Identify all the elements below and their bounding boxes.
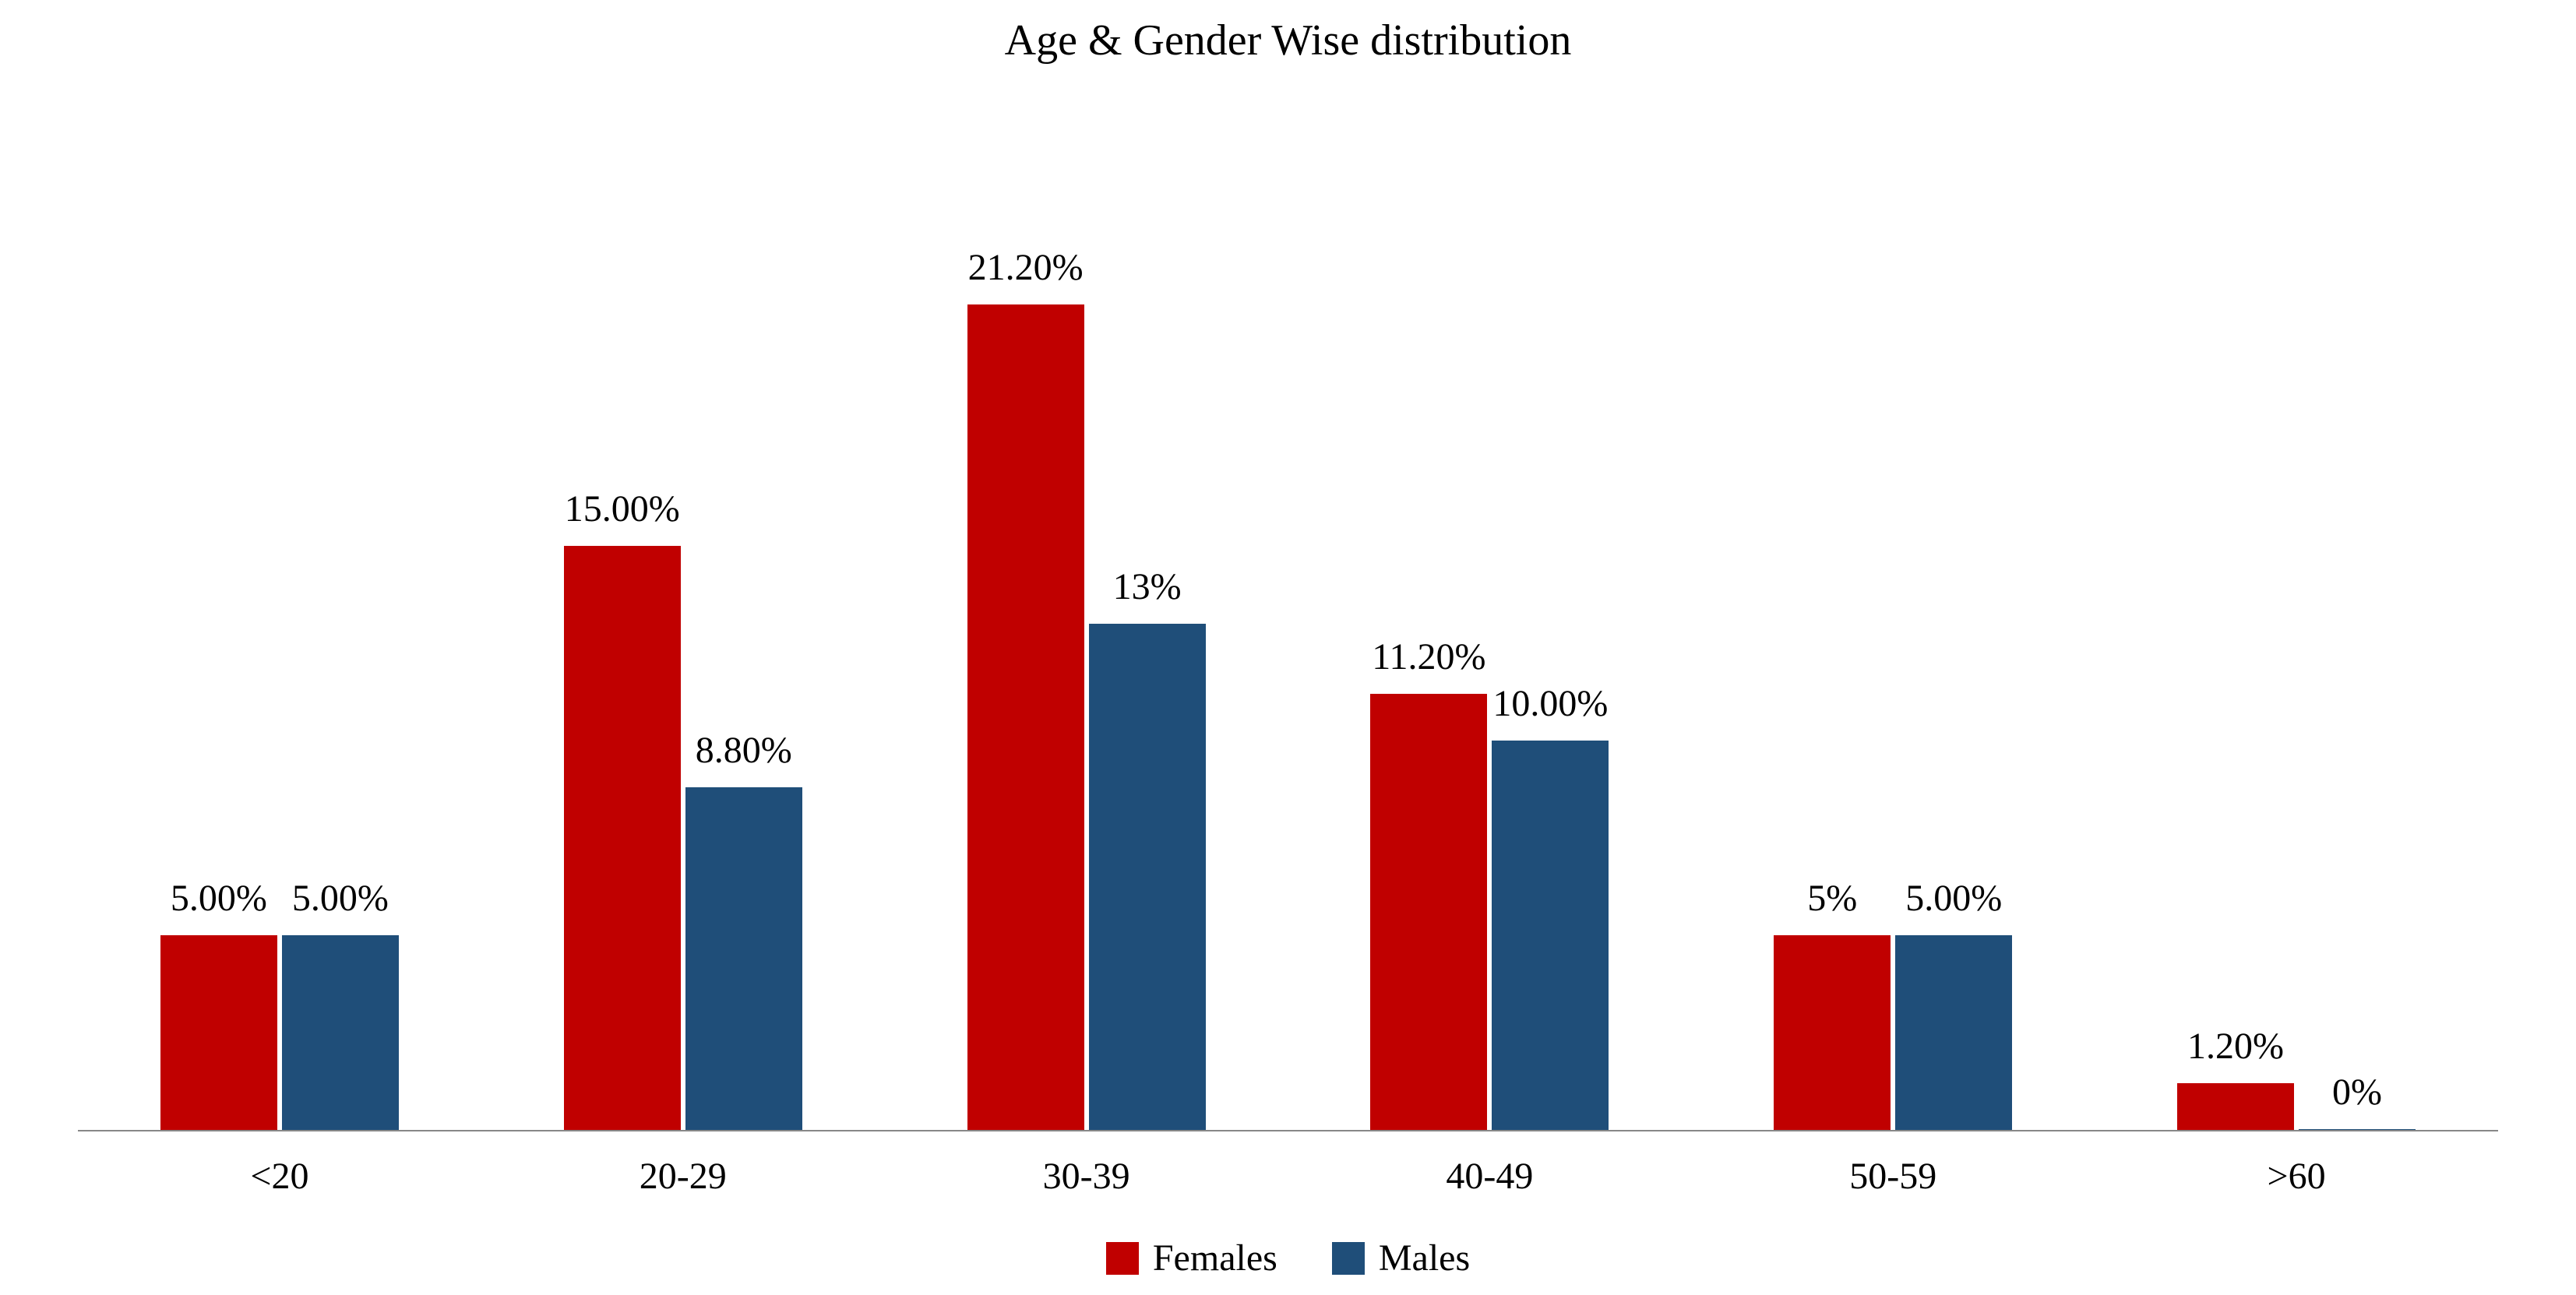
- bar-group: 5%5.00%: [1691, 935, 2095, 1130]
- legend-item: Females: [1106, 1237, 1277, 1279]
- bar-males: 8.80%: [685, 787, 802, 1130]
- legend-label: Females: [1153, 1237, 1277, 1279]
- data-label: 13%: [1113, 565, 1182, 624]
- bar-males: 5.00%: [1895, 935, 2012, 1130]
- bar-males: 10.00%: [1492, 741, 1609, 1130]
- bar-group: 11.20%10.00%: [1288, 694, 1691, 1130]
- bar-group: 1.20% 0%: [2095, 1083, 2498, 1130]
- bar-pair: 11.20%10.00%: [1370, 694, 1609, 1130]
- legend-swatch: [1106, 1242, 1139, 1275]
- data-label: 5.00%: [292, 877, 389, 935]
- data-label: 5%: [1807, 877, 1857, 935]
- legend: Females Males: [47, 1237, 2529, 1279]
- data-label: 0%: [2332, 1071, 2382, 1129]
- bar-males: 0%: [2299, 1129, 2416, 1130]
- bar-females: 11.20%: [1370, 694, 1487, 1130]
- bar-group: 5.00%5.00%: [78, 935, 481, 1130]
- bar-females: 15.00%: [564, 546, 681, 1130]
- x-axis-labels: <2020-2930-3940-4950-59>60: [78, 1155, 2498, 1198]
- data-label: 5.00%: [171, 877, 267, 935]
- bar-females: 1.20%: [2177, 1083, 2294, 1130]
- bar-females: 5.00%: [160, 935, 277, 1130]
- plot-area: 5.00%5.00%15.00%8.80%21.20%13%11.20%10.0…: [78, 89, 2498, 1131]
- x-axis-tick-label: 30-39: [885, 1155, 1288, 1198]
- data-label: 10.00%: [1492, 682, 1608, 741]
- legend-item: Males: [1332, 1237, 1470, 1279]
- bar-pair: 1.20% 0%: [2177, 1083, 2416, 1130]
- bar-group: 21.20%13%: [885, 304, 1288, 1130]
- data-label: 5.00%: [1905, 877, 2002, 935]
- bar-pair: 5.00%5.00%: [160, 935, 399, 1130]
- bar-males: 13%: [1089, 624, 1206, 1130]
- bar-females: 5%: [1774, 935, 1891, 1130]
- data-label: 15.00%: [565, 487, 680, 546]
- x-axis-tick-label: >60: [2095, 1155, 2498, 1198]
- x-axis-tick-label: 50-59: [1691, 1155, 2095, 1198]
- bar-pair: 5%5.00%: [1774, 935, 2012, 1130]
- x-axis-tick-label: 40-49: [1288, 1155, 1691, 1198]
- data-label: 21.20%: [968, 246, 1084, 304]
- x-axis-tick-label: 20-29: [481, 1155, 885, 1198]
- bar-group: 15.00%8.80%: [481, 546, 885, 1130]
- bar-males: 5.00%: [282, 935, 399, 1130]
- bar-females: 21.20%: [967, 304, 1084, 1130]
- chart-container: Age & Gender Wise distribution 5.00%5.00…: [0, 0, 2576, 1295]
- legend-label: Males: [1379, 1237, 1470, 1279]
- data-label: 1.20%: [2187, 1025, 2284, 1083]
- bar-pair: 21.20%13%: [967, 304, 1206, 1130]
- x-axis-tick-label: <20: [78, 1155, 481, 1198]
- data-label: 8.80%: [696, 729, 792, 787]
- bar-pair: 15.00%8.80%: [564, 546, 802, 1130]
- chart-title: Age & Gender Wise distribution: [47, 16, 2529, 65]
- legend-swatch: [1332, 1242, 1365, 1275]
- data-label: 11.20%: [1372, 635, 1485, 694]
